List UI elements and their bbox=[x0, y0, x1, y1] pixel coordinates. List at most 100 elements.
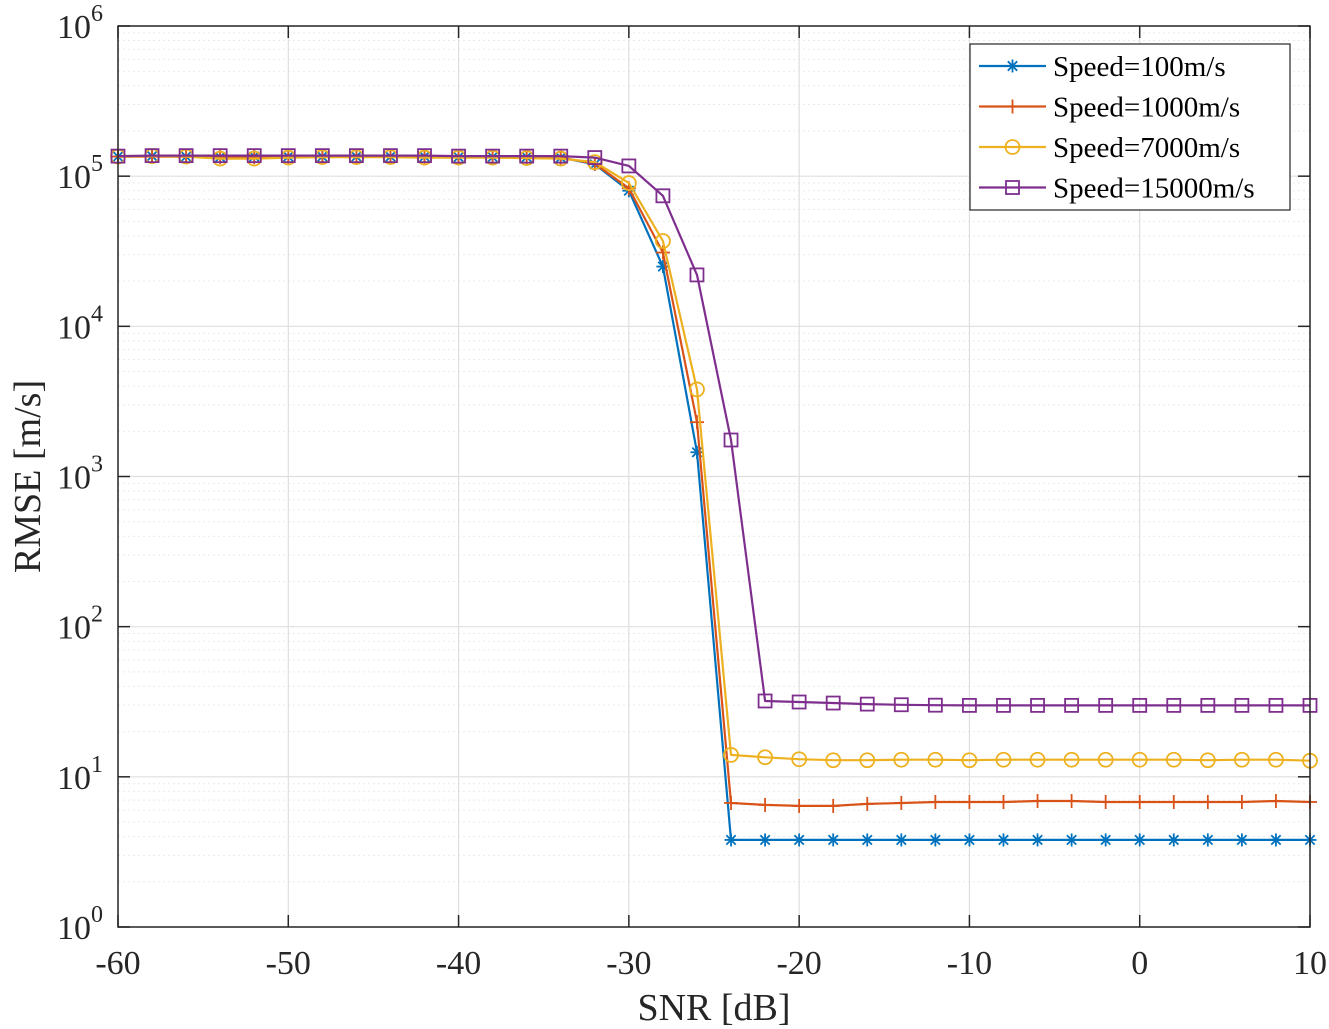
data-point bbox=[144, 148, 160, 164]
y-tick-label: 105 bbox=[57, 151, 103, 196]
data-point bbox=[724, 795, 739, 810]
data-point bbox=[1200, 794, 1215, 809]
legend-marker bbox=[1006, 59, 1019, 73]
data-point bbox=[826, 833, 840, 847]
data-point bbox=[1098, 794, 1113, 809]
data-point bbox=[1030, 698, 1045, 713]
data-point bbox=[792, 798, 807, 813]
y-tick-label: 104 bbox=[57, 301, 103, 346]
y-tick-base: 10 bbox=[57, 760, 91, 797]
data-point bbox=[995, 751, 1012, 768]
x-tick-label: -60 bbox=[95, 945, 140, 982]
x-axis-label: SNR [dB] bbox=[637, 987, 790, 1029]
data-point bbox=[758, 833, 772, 847]
x-tick-label: 10 bbox=[1293, 945, 1327, 982]
data-point bbox=[451, 148, 466, 164]
data-point bbox=[1167, 833, 1181, 847]
data-point bbox=[1064, 698, 1079, 713]
data-point bbox=[859, 696, 875, 712]
data-point bbox=[587, 150, 603, 165]
data-point bbox=[927, 697, 943, 713]
data-series bbox=[110, 148, 1318, 847]
data-point bbox=[212, 148, 228, 164]
data-point bbox=[620, 175, 637, 191]
data-point bbox=[1166, 794, 1181, 809]
y-tick-base: 10 bbox=[57, 159, 91, 196]
data-point bbox=[1133, 833, 1147, 847]
data-point bbox=[689, 415, 704, 430]
y-tick-base: 10 bbox=[57, 9, 91, 46]
y-tick-exponent: 0 bbox=[91, 902, 103, 928]
data-point bbox=[961, 752, 978, 769]
data-point bbox=[928, 833, 942, 847]
data-point bbox=[417, 148, 432, 164]
data-point bbox=[1131, 751, 1148, 768]
legend-marker bbox=[1004, 139, 1021, 155]
data-point bbox=[1063, 751, 1080, 768]
data-point bbox=[928, 794, 943, 809]
data-point bbox=[860, 796, 875, 811]
data-point bbox=[383, 148, 398, 164]
data-point bbox=[1233, 751, 1250, 768]
data-point bbox=[1029, 751, 1046, 768]
axis-ticks: -60 -50 -40 -30 -20 -10 0 101001011021031041051… bbox=[57, 1, 1327, 982]
legend-entry: Speed=1000m/s bbox=[979, 92, 1240, 124]
data-point bbox=[791, 751, 808, 768]
data-point bbox=[791, 694, 807, 710]
data-point bbox=[1132, 698, 1148, 713]
data-point bbox=[1165, 751, 1182, 768]
data-point bbox=[1269, 833, 1283, 847]
data-point bbox=[826, 798, 841, 813]
data-point bbox=[1199, 752, 1216, 769]
data-point bbox=[621, 158, 637, 174]
x-tick-label: -20 bbox=[776, 945, 821, 982]
data-point bbox=[996, 794, 1011, 809]
data-point bbox=[962, 698, 977, 713]
data-point bbox=[927, 751, 944, 768]
data-point bbox=[1268, 794, 1283, 809]
legend: Speed=100m/s Speed=1000m/s Speed=7000m/s Sp… bbox=[969, 43, 1291, 211]
y-tick-label: 102 bbox=[57, 602, 103, 647]
legend-marker bbox=[1005, 180, 1020, 195]
legend-label: Speed=100m/s bbox=[1053, 51, 1226, 83]
data-point bbox=[1097, 751, 1114, 768]
y-tick-label: 103 bbox=[57, 452, 103, 497]
y-tick-exponent: 1 bbox=[91, 752, 103, 778]
data-point bbox=[655, 233, 671, 249]
data-point bbox=[1234, 698, 1250, 713]
legend-entry: Speed=7000m/s bbox=[979, 132, 1240, 164]
y-tick-base: 10 bbox=[57, 309, 91, 346]
data-point bbox=[553, 148, 569, 164]
data-point bbox=[519, 148, 535, 164]
data-point bbox=[724, 833, 738, 847]
data-point bbox=[893, 751, 910, 768]
data-point bbox=[962, 833, 976, 847]
y-tick-exponent: 4 bbox=[91, 301, 103, 327]
data-point bbox=[1268, 698, 1284, 713]
data-point bbox=[1064, 794, 1079, 809]
legend-entry: Speed=15000m/s bbox=[979, 173, 1255, 205]
data-point bbox=[996, 698, 1011, 713]
y-tick-base: 10 bbox=[57, 460, 91, 497]
data-point bbox=[893, 697, 909, 713]
legend-label: Speed=7000m/s bbox=[1053, 132, 1240, 164]
data-point bbox=[757, 749, 773, 766]
y-tick-label: 101 bbox=[57, 752, 103, 797]
x-tick-label: -10 bbox=[947, 945, 992, 982]
data-point bbox=[757, 693, 773, 709]
data-point bbox=[1268, 751, 1284, 768]
legend-label: Speed=1000m/s bbox=[1053, 92, 1240, 124]
data-point bbox=[792, 833, 806, 847]
x-tick-label: -40 bbox=[436, 945, 481, 982]
data-point bbox=[1099, 833, 1113, 847]
data-point bbox=[1098, 698, 1114, 713]
data-point bbox=[996, 833, 1010, 847]
y-tick-exponent: 6 bbox=[91, 1, 103, 27]
legend-label: Speed=15000m/s bbox=[1053, 173, 1255, 205]
data-point bbox=[860, 833, 874, 847]
data-point bbox=[1132, 794, 1147, 809]
y-tick-label: 100 bbox=[57, 902, 103, 947]
data-point bbox=[689, 267, 705, 283]
data-point bbox=[689, 381, 705, 398]
